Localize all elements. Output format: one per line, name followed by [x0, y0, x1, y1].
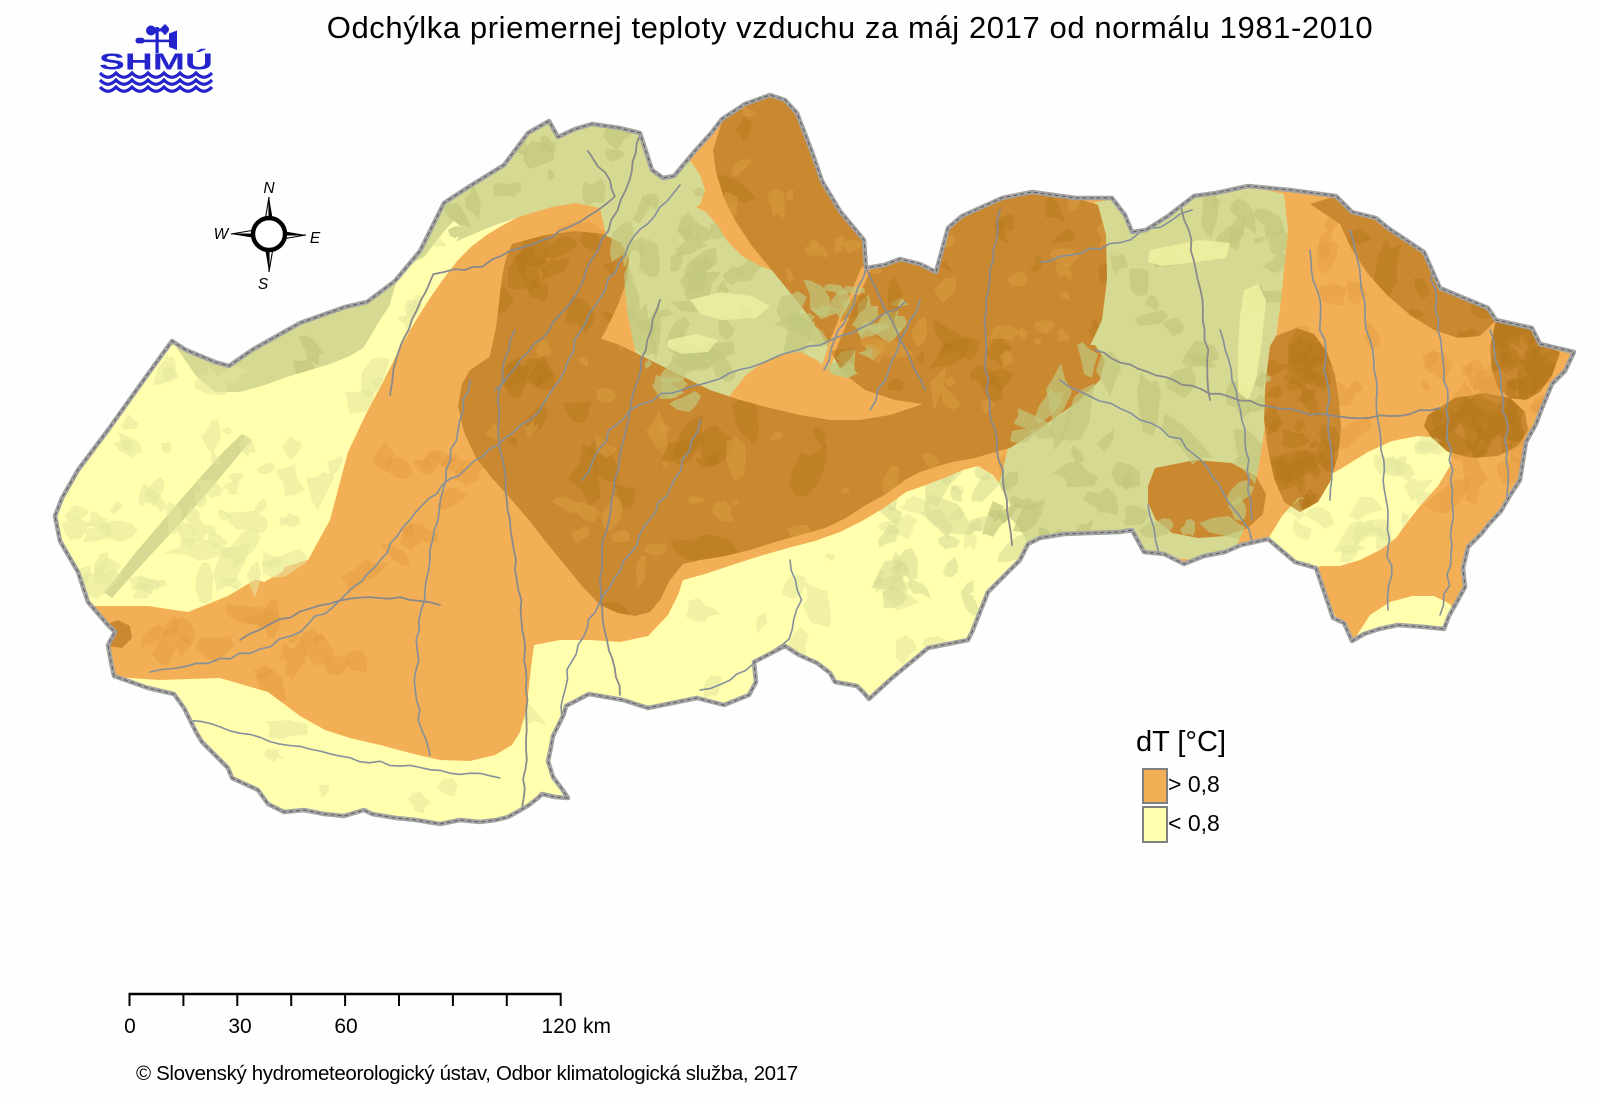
- svg-text:30: 30: [228, 1015, 251, 1038]
- svg-text:N: N: [263, 180, 275, 197]
- svg-text:km: km: [583, 1015, 611, 1038]
- svg-text:0: 0: [124, 1015, 136, 1038]
- svg-text:W: W: [214, 226, 230, 243]
- svg-text:SHMÚ: SHMÚ: [99, 48, 213, 75]
- svg-text:60: 60: [334, 1015, 357, 1038]
- svg-text:S: S: [258, 276, 269, 293]
- svg-text:E: E: [310, 230, 321, 247]
- svg-text:120: 120: [541, 1015, 576, 1038]
